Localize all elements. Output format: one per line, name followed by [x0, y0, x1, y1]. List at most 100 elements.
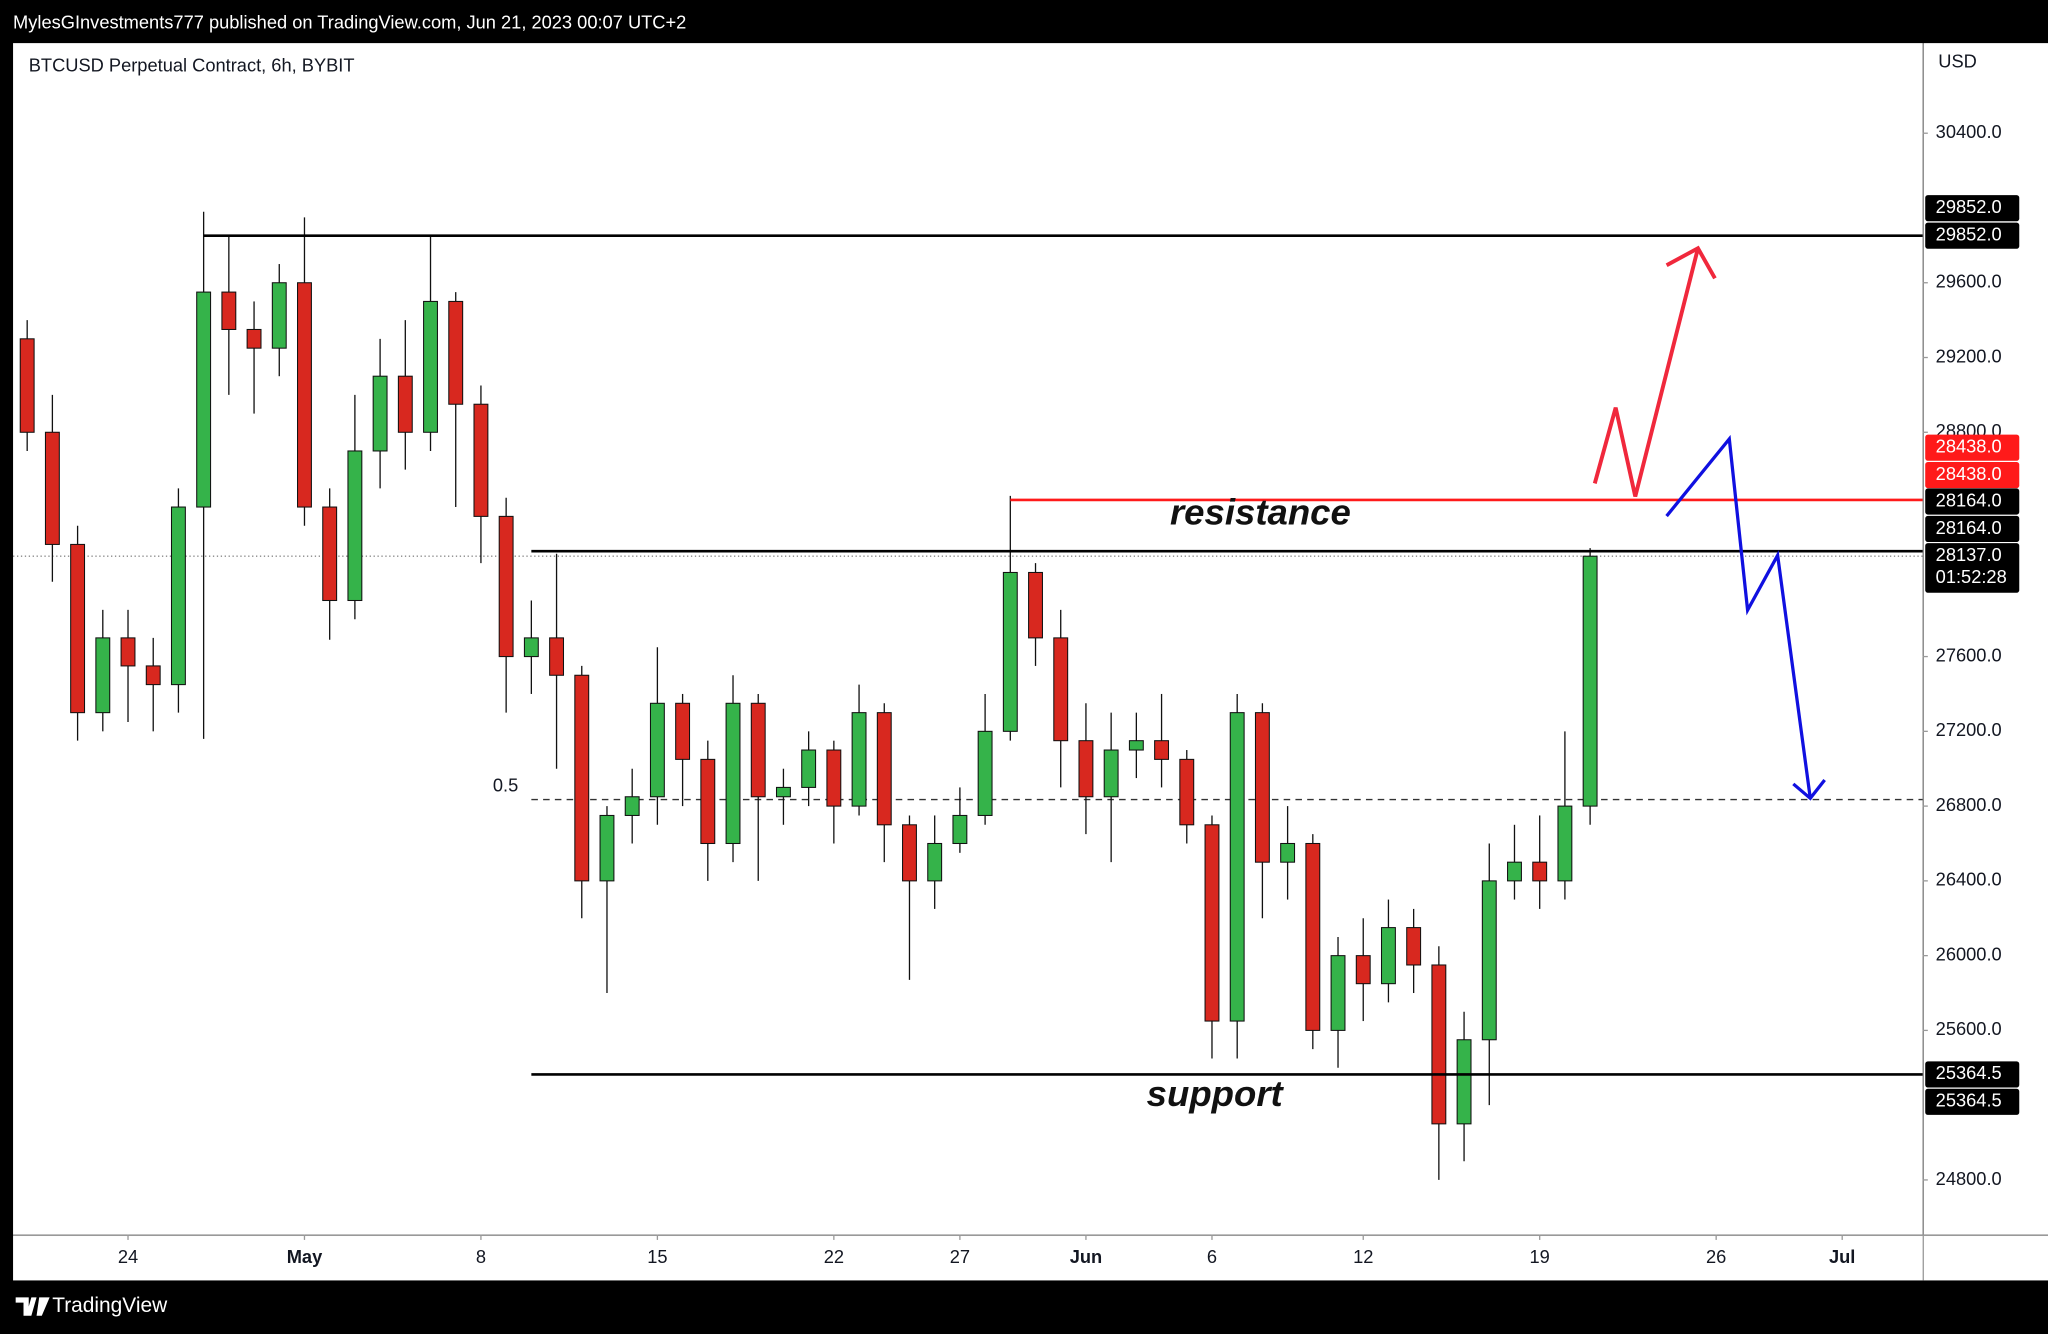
- price-label: 29852.0: [1936, 223, 2002, 244]
- price-label-bg: [1925, 222, 2020, 249]
- y-tick-label: 26000.0: [1936, 943, 2002, 964]
- x-tick-label: 12: [1353, 1246, 1373, 1267]
- candle-body: [19, 338, 35, 433]
- candle-body: [1481, 880, 1497, 1041]
- candle-body: [271, 282, 287, 349]
- candle-body: [1280, 842, 1296, 863]
- price-label-bg: [1925, 543, 2020, 593]
- candle-body: [1582, 555, 1598, 807]
- candle-body: [1002, 571, 1018, 732]
- candle-body: [1406, 927, 1422, 966]
- candle-body: [44, 431, 60, 545]
- x-tick-label: 27: [950, 1246, 970, 1267]
- candle-body: [1204, 824, 1220, 1022]
- x-tick-label: Jul: [1829, 1246, 1855, 1267]
- x-tick-label: 15: [647, 1246, 667, 1267]
- price-label: 25364.5: [1936, 1090, 2002, 1111]
- x-tick-label: 8: [476, 1246, 486, 1267]
- candle-body: [1330, 955, 1346, 1031]
- candle-body: [1380, 927, 1396, 985]
- price-label: 28438.0: [1936, 436, 2002, 457]
- x-tick-label: 24: [118, 1246, 138, 1267]
- price-label: 25364.5: [1936, 1062, 2002, 1083]
- price-label: 28137.0: [1936, 544, 2002, 565]
- candle-body: [498, 515, 514, 658]
- candle-body: [196, 291, 212, 508]
- candle-body: [523, 637, 539, 658]
- plot-area: [13, 43, 1923, 1235]
- fib-label: 0.5: [493, 774, 518, 795]
- price-label-bg: [1925, 1061, 2020, 1088]
- drawing-arrow: [1592, 247, 1700, 497]
- chart-title: BTCUSD Perpetual Contract, 6h, BYBIT: [29, 54, 355, 75]
- y-tick-label: 29200.0: [1936, 345, 2002, 366]
- candle-body: [423, 300, 438, 433]
- candle-body: [347, 450, 363, 602]
- candle-body: [977, 730, 993, 816]
- y-tick-label: 24800.0: [1936, 1168, 2002, 1189]
- candle-body: [221, 291, 237, 330]
- candle-body: [876, 712, 892, 826]
- candle-body: [1154, 740, 1170, 760]
- candle-body: [246, 328, 262, 349]
- time-axis: [13, 1236, 2048, 1281]
- candle-body: [750, 702, 766, 798]
- candle-body: [1078, 740, 1094, 798]
- candle-body: [675, 702, 691, 760]
- candle-body: [649, 702, 665, 798]
- candle-body: [952, 814, 968, 845]
- candle-body: [322, 506, 338, 602]
- plot: 0.5: [13, 211, 1923, 1180]
- candle-body: [700, 758, 716, 845]
- price-label: 28164.0: [1936, 517, 2002, 538]
- candle-body: [599, 814, 615, 882]
- candle-body: [448, 300, 464, 405]
- candle-body: [1532, 861, 1548, 882]
- candle-body: [927, 842, 943, 882]
- price-label: 29852.0: [1936, 196, 2002, 217]
- candle-body: [473, 403, 489, 517]
- candle-body: [775, 786, 791, 798]
- price-label-bg: [1925, 515, 2020, 543]
- x-tick-label: 26: [1706, 1246, 1726, 1267]
- candle-body: [120, 637, 136, 667]
- candle-body: [902, 824, 917, 882]
- price-label: 28438.0: [1936, 463, 2002, 484]
- candle-body: [851, 712, 867, 807]
- price-axis: [1923, 43, 2048, 1235]
- price-label: 28164.0: [1936, 489, 2002, 510]
- candle-body: [70, 543, 86, 714]
- candle-body: [725, 702, 741, 845]
- drawing-arrow: [1665, 434, 1812, 799]
- x-tick-label: 19: [1530, 1246, 1550, 1267]
- countdown: 01:52:28: [1936, 566, 2007, 587]
- candle-body: [1557, 805, 1573, 882]
- y-tick-label: 29600.0: [1936, 271, 2002, 292]
- candle-body: [1028, 571, 1043, 639]
- candle-body: [1507, 861, 1522, 882]
- brand: TradingView: [52, 1294, 168, 1317]
- price-label-bg: [1925, 195, 2020, 222]
- y-tick-label: 27600.0: [1936, 644, 2002, 665]
- candle-body: [297, 282, 312, 508]
- x-tick-label: 6: [1207, 1246, 1217, 1267]
- price-label-bg: [1925, 462, 2020, 489]
- x-tick-label: Jun: [1070, 1246, 1102, 1267]
- candle-body: [1456, 1039, 1472, 1125]
- candle-body: [95, 637, 111, 714]
- candle-body: [1128, 740, 1144, 751]
- candle-body: [1179, 758, 1195, 826]
- candle-body: [624, 796, 640, 816]
- candle-body: [1355, 955, 1371, 985]
- y-tick-label: 26800.0: [1936, 794, 2002, 815]
- candle-body: [170, 506, 186, 686]
- candle-body: [145, 665, 161, 686]
- candle-body: [397, 375, 413, 433]
- candle-body: [549, 637, 565, 676]
- candle-body: [372, 375, 388, 452]
- candle-body: [1053, 637, 1069, 742]
- price-label-bg: [1925, 488, 2020, 515]
- candle-body: [1229, 712, 1245, 1022]
- candle-body: [801, 749, 817, 788]
